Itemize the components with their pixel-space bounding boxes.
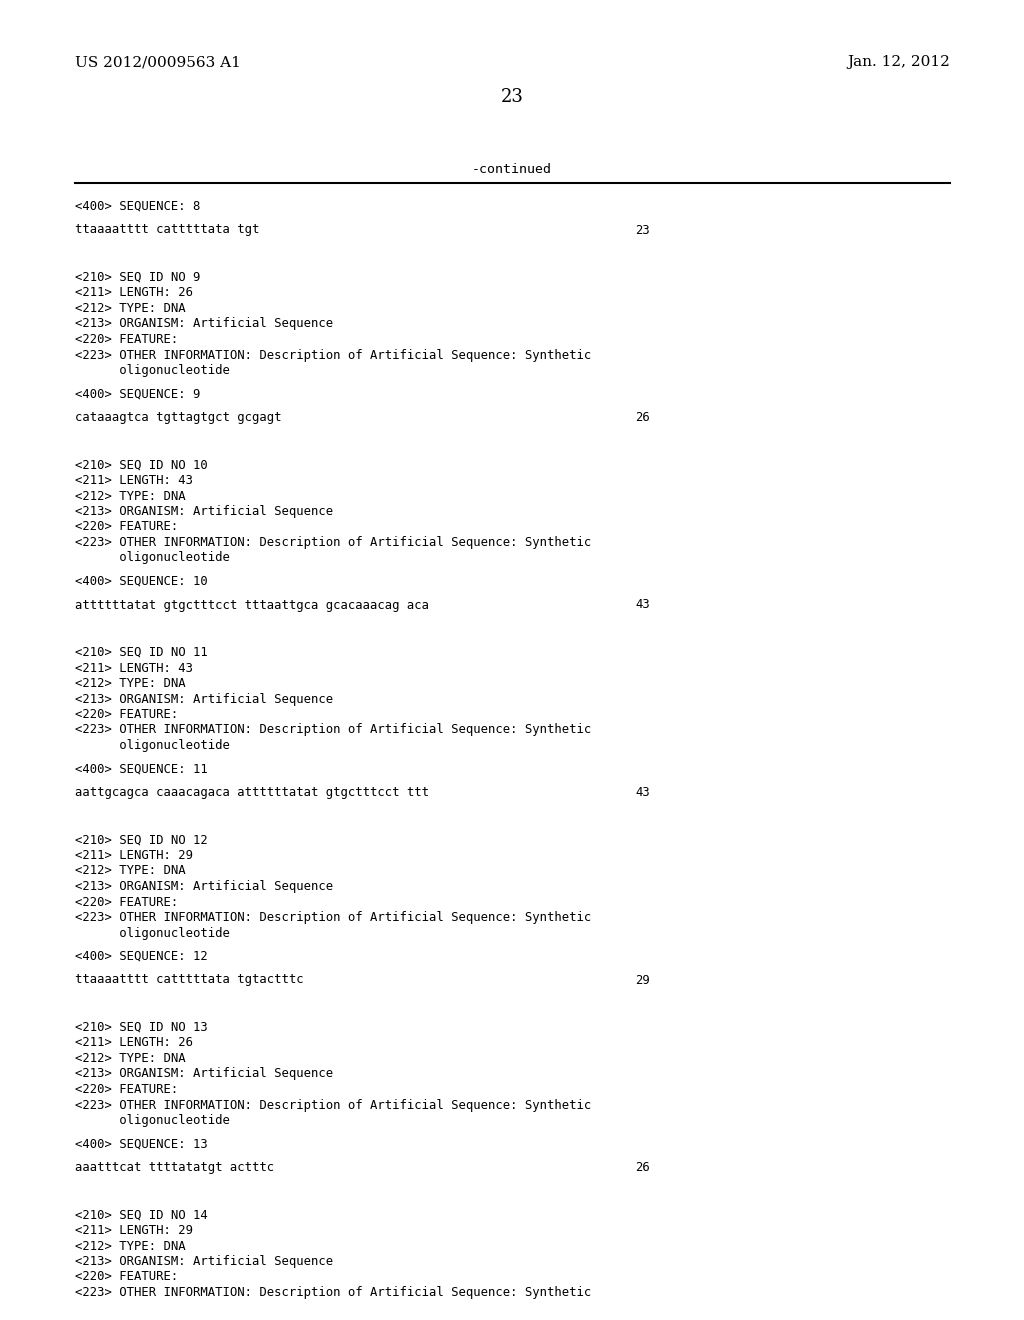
Text: <210> SEQ ID NO 12: <210> SEQ ID NO 12 [75, 833, 208, 846]
Text: <211> LENGTH: 26: <211> LENGTH: 26 [75, 286, 193, 300]
Text: <400> SEQUENCE: 13: <400> SEQUENCE: 13 [75, 1138, 208, 1151]
Text: ttaaaatttt catttttata tgt: ttaaaatttt catttttata tgt [75, 223, 259, 236]
Text: <220> FEATURE:: <220> FEATURE: [75, 520, 178, 533]
Text: <213> ORGANISM: Artificial Sequence: <213> ORGANISM: Artificial Sequence [75, 1255, 333, 1269]
Text: Jan. 12, 2012: Jan. 12, 2012 [847, 55, 950, 69]
Text: 26: 26 [635, 411, 650, 424]
Text: <223> OTHER INFORMATION: Description of Artificial Sequence: Synthetic: <223> OTHER INFORMATION: Description of … [75, 536, 591, 549]
Text: aaatttcat ttttatatgt actttc: aaatttcat ttttatatgt actttc [75, 1162, 274, 1173]
Text: <400> SEQUENCE: 11: <400> SEQUENCE: 11 [75, 763, 208, 776]
Text: <211> LENGTH: 29: <211> LENGTH: 29 [75, 849, 193, 862]
Text: <210> SEQ ID NO 9: <210> SEQ ID NO 9 [75, 271, 201, 284]
Text: oligonucleotide: oligonucleotide [75, 1114, 229, 1127]
Text: <223> OTHER INFORMATION: Description of Artificial Sequence: Synthetic: <223> OTHER INFORMATION: Description of … [75, 911, 591, 924]
Text: <220> FEATURE:: <220> FEATURE: [75, 1082, 178, 1096]
Text: <212> TYPE: DNA: <212> TYPE: DNA [75, 677, 185, 690]
Text: <220> FEATURE:: <220> FEATURE: [75, 333, 178, 346]
Text: <223> OTHER INFORMATION: Description of Artificial Sequence: Synthetic: <223> OTHER INFORMATION: Description of … [75, 1286, 591, 1299]
Text: ttaaaatttt catttttata tgtactttc: ttaaaatttt catttttata tgtactttc [75, 974, 304, 986]
Text: <212> TYPE: DNA: <212> TYPE: DNA [75, 1052, 185, 1065]
Text: oligonucleotide: oligonucleotide [75, 364, 229, 378]
Text: <212> TYPE: DNA: <212> TYPE: DNA [75, 865, 185, 878]
Text: cataaagtca tgttagtgct gcgagt: cataaagtca tgttagtgct gcgagt [75, 411, 282, 424]
Text: <210> SEQ ID NO 14: <210> SEQ ID NO 14 [75, 1209, 208, 1221]
Text: <213> ORGANISM: Artificial Sequence: <213> ORGANISM: Artificial Sequence [75, 1068, 333, 1081]
Text: <210> SEQ ID NO 11: <210> SEQ ID NO 11 [75, 645, 208, 659]
Text: <211> LENGTH: 29: <211> LENGTH: 29 [75, 1224, 193, 1237]
Text: <400> SEQUENCE: 10: <400> SEQUENCE: 10 [75, 576, 208, 587]
Text: 23: 23 [635, 223, 650, 236]
Text: oligonucleotide: oligonucleotide [75, 552, 229, 565]
Text: -continued: -continued [472, 162, 552, 176]
Text: oligonucleotide: oligonucleotide [75, 927, 229, 940]
Text: <212> TYPE: DNA: <212> TYPE: DNA [75, 302, 185, 315]
Text: 23: 23 [501, 88, 523, 106]
Text: <400> SEQUENCE: 8: <400> SEQUENCE: 8 [75, 201, 201, 213]
Text: <213> ORGANISM: Artificial Sequence: <213> ORGANISM: Artificial Sequence [75, 506, 333, 517]
Text: <213> ORGANISM: Artificial Sequence: <213> ORGANISM: Artificial Sequence [75, 693, 333, 705]
Text: 26: 26 [635, 1162, 650, 1173]
Text: <213> ORGANISM: Artificial Sequence: <213> ORGANISM: Artificial Sequence [75, 318, 333, 330]
Text: <223> OTHER INFORMATION: Description of Artificial Sequence: Synthetic: <223> OTHER INFORMATION: Description of … [75, 723, 591, 737]
Text: <223> OTHER INFORMATION: Description of Artificial Sequence: Synthetic: <223> OTHER INFORMATION: Description of … [75, 1098, 591, 1111]
Text: 43: 43 [635, 598, 650, 611]
Text: <220> FEATURE:: <220> FEATURE: [75, 708, 178, 721]
Text: <212> TYPE: DNA: <212> TYPE: DNA [75, 1239, 185, 1253]
Text: <212> TYPE: DNA: <212> TYPE: DNA [75, 490, 185, 503]
Text: <400> SEQUENCE: 9: <400> SEQUENCE: 9 [75, 388, 201, 400]
Text: <220> FEATURE:: <220> FEATURE: [75, 895, 178, 908]
Text: US 2012/0009563 A1: US 2012/0009563 A1 [75, 55, 241, 69]
Text: <211> LENGTH: 43: <211> LENGTH: 43 [75, 661, 193, 675]
Text: <210> SEQ ID NO 13: <210> SEQ ID NO 13 [75, 1020, 208, 1034]
Text: <400> SEQUENCE: 12: <400> SEQUENCE: 12 [75, 950, 208, 964]
Text: <211> LENGTH: 26: <211> LENGTH: 26 [75, 1036, 193, 1049]
Text: oligonucleotide: oligonucleotide [75, 739, 229, 752]
Text: <211> LENGTH: 43: <211> LENGTH: 43 [75, 474, 193, 487]
Text: <210> SEQ ID NO 10: <210> SEQ ID NO 10 [75, 458, 208, 471]
Text: 29: 29 [635, 974, 650, 986]
Text: aattgcagca caaacagaca attttttatat gtgctttcct ttt: aattgcagca caaacagaca attttttatat gtgctt… [75, 785, 429, 799]
Text: 43: 43 [635, 785, 650, 799]
Text: <220> FEATURE:: <220> FEATURE: [75, 1270, 178, 1283]
Text: <213> ORGANISM: Artificial Sequence: <213> ORGANISM: Artificial Sequence [75, 880, 333, 894]
Text: attttttatat gtgctttcct tttaattgca gcacaaacag aca: attttttatat gtgctttcct tttaattgca gcacaa… [75, 598, 429, 611]
Text: <223> OTHER INFORMATION: Description of Artificial Sequence: Synthetic: <223> OTHER INFORMATION: Description of … [75, 348, 591, 362]
